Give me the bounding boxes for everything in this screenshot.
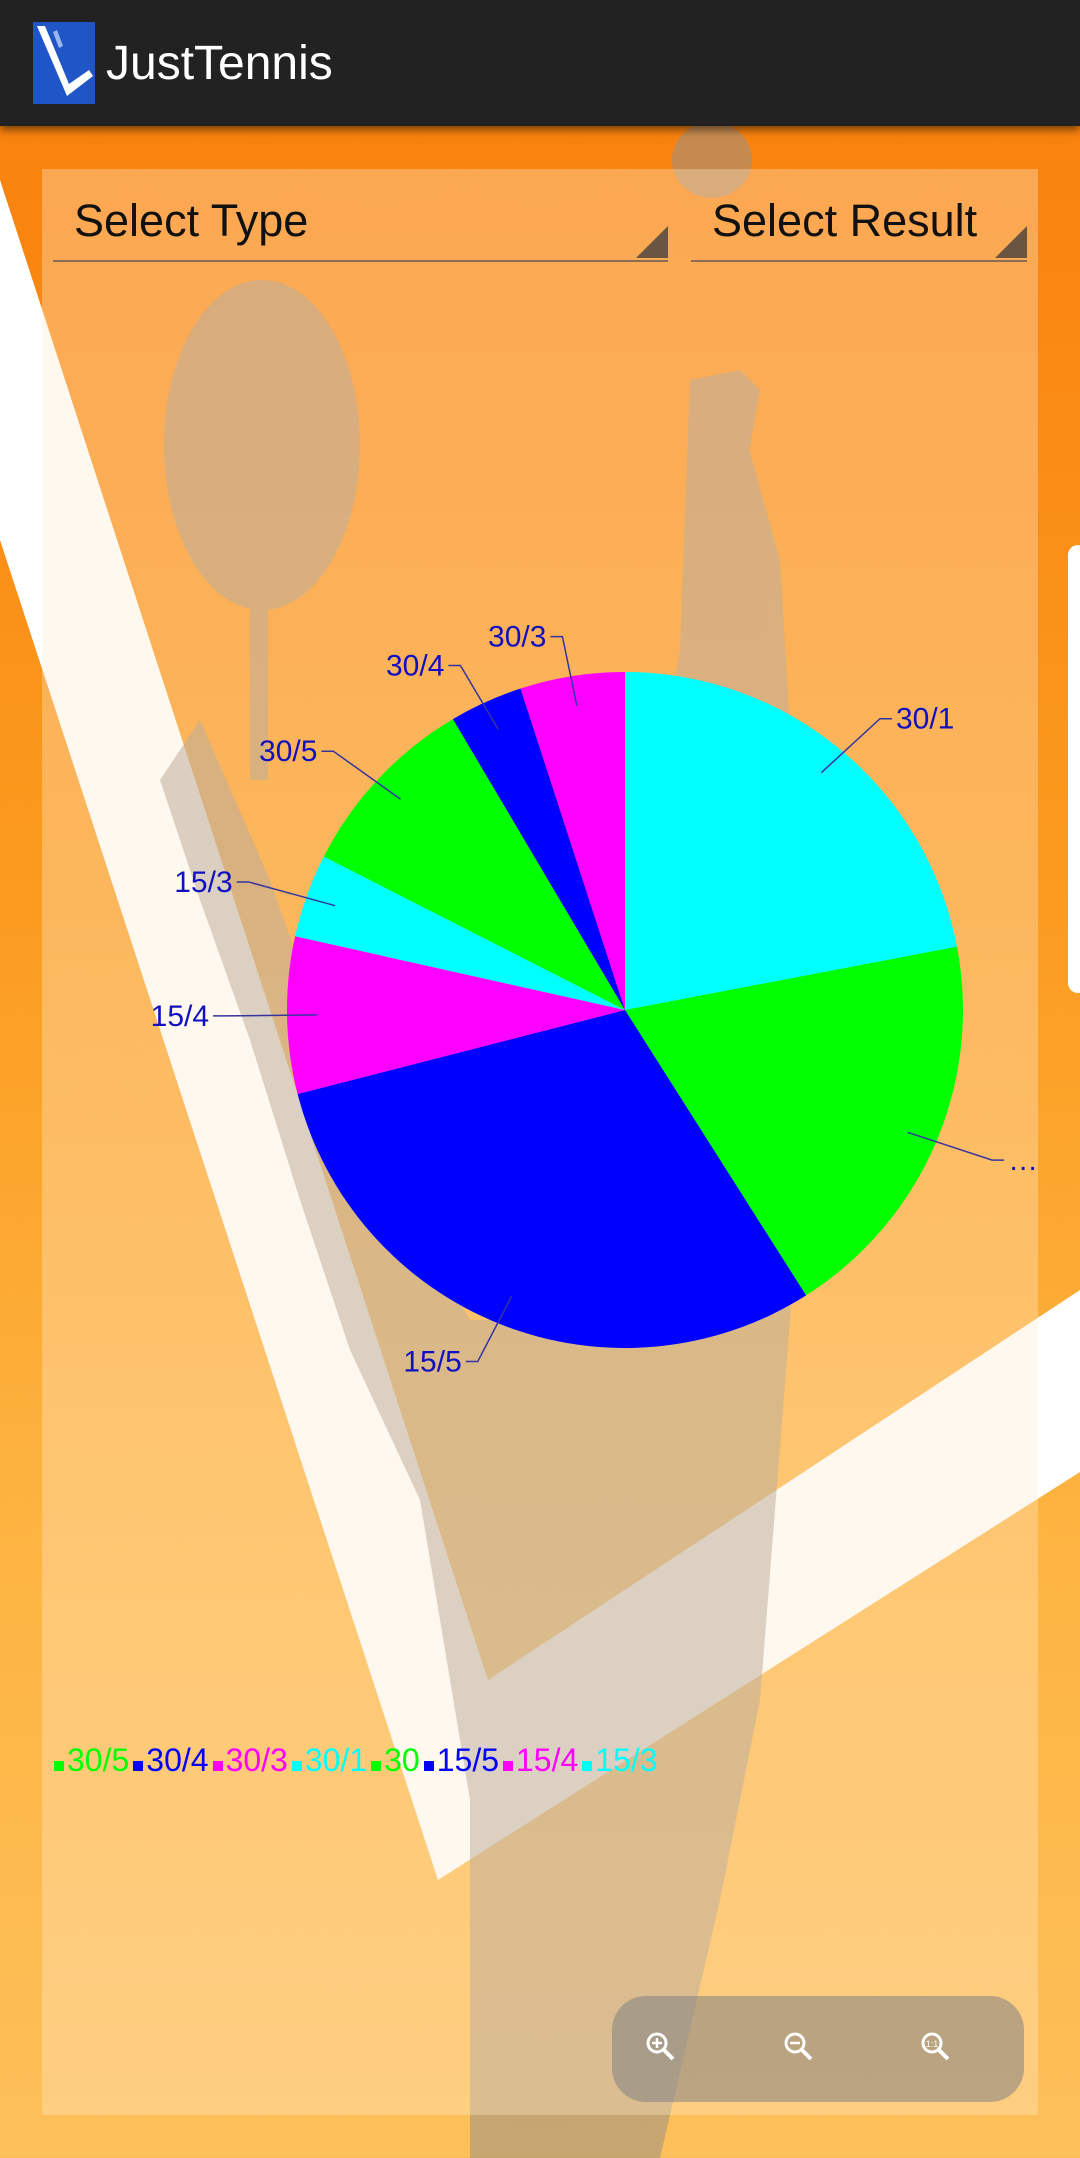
legend-swatch — [582, 1760, 593, 1771]
legend-swatch — [54, 1760, 64, 1771]
dropdown-arrow-icon — [995, 226, 1027, 258]
zoom-reset-icon[interactable]: 1:1 — [919, 2030, 951, 2062]
pie-slice — [295, 856, 625, 1010]
legend-swatch — [133, 1760, 144, 1771]
app-title: JustTennis — [106, 37, 333, 90]
slice-label-leader — [907, 1131, 1005, 1161]
slice-label: 15/5 — [403, 1345, 461, 1378]
legend-swatch — [371, 1760, 382, 1771]
legend-label: 15/3 — [595, 1742, 658, 1778]
slice-label: 15/3 — [174, 866, 232, 899]
dropdown-arrow-icon — [636, 226, 668, 258]
zoom-controls: 1:1 — [612, 1996, 1024, 2102]
pie-slice — [287, 936, 625, 1095]
legend-label: 15/5 — [436, 1742, 499, 1778]
select-type-label: Select Type — [74, 195, 309, 246]
tennis-court-icon — [33, 22, 95, 104]
legend-swatch — [291, 1760, 302, 1771]
legend-swatch — [212, 1760, 223, 1771]
legend-item: 15/4 — [503, 1742, 578, 1779]
legend-label: 15/4 — [516, 1742, 579, 1778]
zoom-out-icon[interactable] — [782, 2030, 814, 2062]
slice-label-leader — [321, 750, 401, 800]
legend-item: 15/3 — [582, 1742, 658, 1779]
select-result-label: Select Result — [712, 195, 978, 246]
legend-label: 30/3 — [225, 1742, 288, 1778]
pie-slice — [297, 1010, 807, 1348]
slice-label-leader — [820, 717, 892, 774]
slice-label-leader — [465, 1296, 513, 1363]
legend-item: 30 — [371, 1742, 420, 1779]
app-bar: JustTennis — [0, 0, 1080, 126]
slice-label-leader — [213, 1014, 318, 1017]
pie-slice — [323, 719, 625, 1010]
slice-label: 15/4 — [151, 1000, 209, 1033]
side-drawer-handle[interactable] — [1068, 545, 1080, 993]
legend-swatch — [423, 1760, 434, 1771]
zoom-in-icon[interactable] — [644, 2030, 676, 2062]
slice-label-leader — [448, 664, 499, 730]
legend-item: 30/5 — [54, 1742, 129, 1779]
legend-label: 30/1 — [304, 1742, 368, 1778]
legend-item: 15/5 — [423, 1742, 499, 1779]
background-artwork — [0, 126, 1080, 2158]
slice-label: 30/1 — [896, 703, 954, 736]
legend-item: 30/1 — [291, 1742, 368, 1779]
legend-label: 30 — [384, 1742, 420, 1778]
chart-legend: 30/5 30/4 30/3 30/1 30 15/5 15/4 15/3 — [54, 1742, 662, 1779]
legend-label: 30/4 — [146, 1742, 209, 1778]
slice-label: 30/3 — [488, 621, 546, 654]
slice-label-leader — [236, 881, 336, 907]
slice-label: 30/4 — [386, 649, 444, 682]
legend-label: 30/5 — [67, 1742, 130, 1778]
svg-text:1:1: 1:1 — [926, 2039, 939, 2049]
legend-item: 30/3 — [212, 1742, 288, 1779]
pie-slice — [452, 688, 625, 1010]
pie-slice — [625, 946, 963, 1296]
slice-label-leader — [550, 635, 578, 706]
pie-slice — [520, 672, 625, 1010]
legend-swatch — [503, 1760, 513, 1771]
slice-label: 30/5 — [259, 735, 317, 768]
select-result-dropdown[interactable]: Select Result — [691, 175, 1027, 262]
pie-slice — [625, 672, 958, 1010]
slice-label: … — [1008, 1144, 1038, 1177]
legend-item: 30/4 — [133, 1742, 209, 1779]
select-type-dropdown[interactable]: Select Type — [53, 175, 668, 262]
